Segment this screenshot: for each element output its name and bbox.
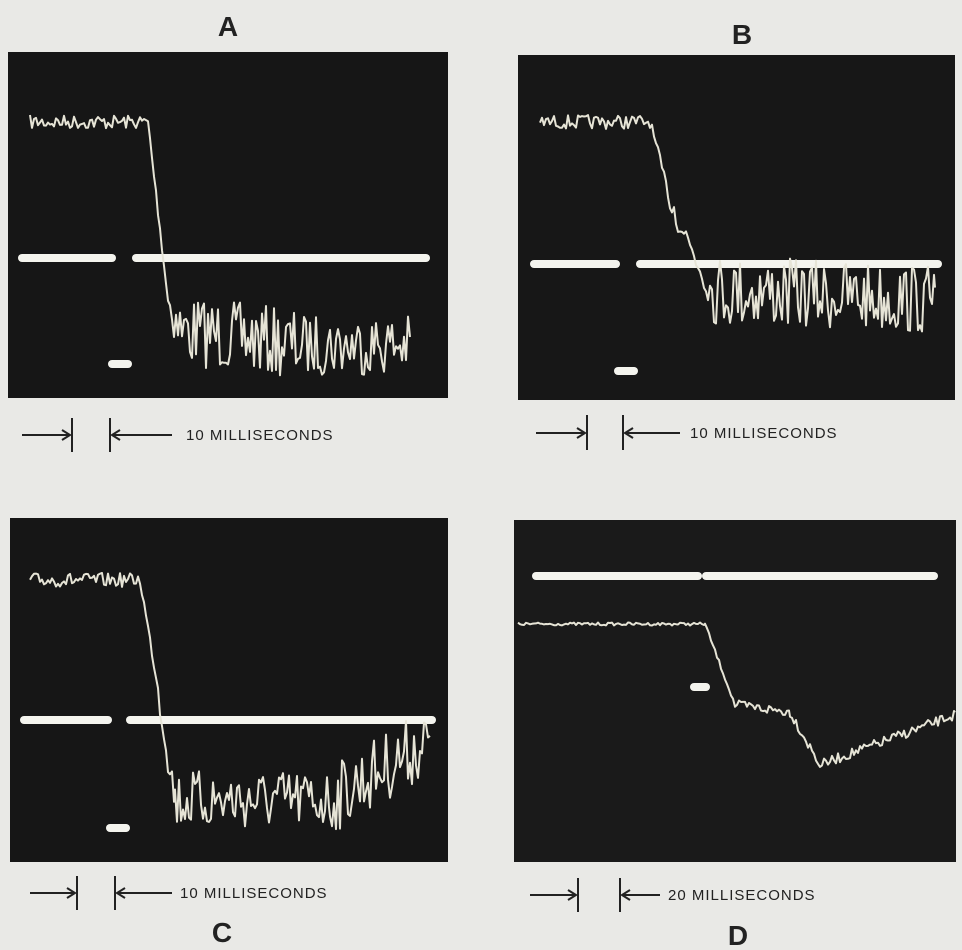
scope-screen — [10, 518, 448, 862]
scope-screen — [8, 52, 448, 398]
trace — [29, 114, 411, 377]
scope-screen — [514, 520, 956, 862]
time-scale-label: 10 MILLISECONDS — [186, 427, 334, 444]
time-scale-label: 10 MILLISECONDS — [180, 885, 328, 902]
panel-label: D — [728, 920, 748, 950]
trace — [517, 621, 956, 768]
scope-screen — [518, 55, 955, 400]
panel-label: B — [732, 19, 752, 50]
panel-label: A — [218, 11, 238, 42]
time-scale-label: 10 MILLISECONDS — [690, 425, 838, 442]
trace — [539, 114, 936, 333]
trace — [29, 572, 431, 831]
time-scale — [22, 418, 172, 452]
time-scale — [30, 876, 172, 910]
time-scale — [536, 415, 680, 450]
panel-label: C — [212, 917, 232, 948]
time-scale-label: 20 MILLISECONDS — [668, 887, 816, 904]
time-scale — [530, 878, 660, 912]
